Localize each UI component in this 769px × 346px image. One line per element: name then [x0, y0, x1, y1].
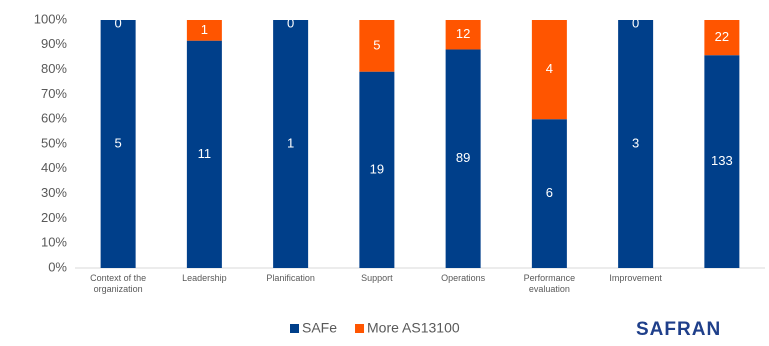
data-label: 4: [546, 61, 553, 76]
x-tick-label-text: Operations: [441, 273, 486, 283]
bar-segment: [445, 49, 481, 268]
bar-segment: [100, 20, 136, 268]
data-label: 0: [115, 15, 122, 30]
x-tick-label: Context of the organization: [90, 273, 147, 294]
x-tick-label: Leadership: [182, 273, 227, 283]
legend-label: More AS13100: [367, 320, 460, 336]
x-tick-label: Operations: [441, 273, 486, 283]
bar-segment: [273, 20, 309, 268]
x-tick-label-text: Leadership: [182, 273, 227, 283]
data-label: 19: [370, 161, 384, 176]
y-tick-label: 50%: [41, 135, 67, 150]
data-label: 6: [546, 185, 553, 200]
data-label: 12: [456, 26, 470, 41]
legend-label: SAFe: [302, 320, 337, 336]
x-tick-label-text: Planification: [266, 273, 315, 283]
data-label: 3: [632, 135, 639, 150]
x-tick-label-text: Support: [361, 273, 393, 283]
bar-segment: [359, 20, 395, 72]
bar-segment: [618, 20, 654, 268]
x-tick-label-text: Improvement: [609, 273, 662, 283]
x-tick-label-text: Context of the organization: [90, 273, 147, 294]
y-tick-label: 60%: [41, 111, 67, 126]
data-label: 22: [715, 29, 729, 44]
y-tick-label: 70%: [41, 86, 67, 101]
data-label: 0: [632, 15, 639, 30]
data-label: 5: [373, 37, 380, 52]
x-tick-label: Performance evaluation: [523, 273, 576, 294]
bar-segment: [186, 40, 222, 268]
bar-segment: [704, 20, 740, 56]
logo: SAFRAN: [636, 319, 721, 340]
y-tick-label: 30%: [41, 185, 67, 200]
bar-segment: [445, 20, 481, 50]
data-label: 1: [201, 22, 208, 37]
x-tick-label: Planification: [266, 273, 315, 283]
y-tick-label: 10%: [41, 235, 67, 250]
bar-segment: [531, 119, 567, 268]
y-tick-label: 20%: [41, 210, 67, 225]
x-tick-label: Improvement: [609, 273, 662, 283]
bar-segment: [531, 20, 567, 120]
bar-segment: [704, 55, 740, 269]
bar-segment: [359, 71, 395, 269]
y-tick-label: 90%: [41, 36, 67, 51]
legend-swatch: [355, 324, 365, 333]
x-tick-label: Support: [361, 273, 393, 283]
data-label: 5: [115, 135, 122, 150]
y-tick-label: 80%: [41, 61, 67, 76]
y-tick-label: 0%: [48, 259, 67, 274]
y-tick-label: 100%: [34, 11, 68, 26]
bar-segment: [186, 20, 222, 41]
data-label: 11: [198, 146, 212, 161]
data-label: 133: [711, 153, 733, 168]
data-label: 1: [287, 135, 294, 150]
legend-swatch: [290, 324, 299, 333]
data-label: 89: [456, 150, 470, 165]
data-label: 0: [287, 15, 294, 30]
y-tick-label: 40%: [41, 160, 67, 175]
x-tick-label-text: Performance evaluation: [523, 273, 576, 294]
